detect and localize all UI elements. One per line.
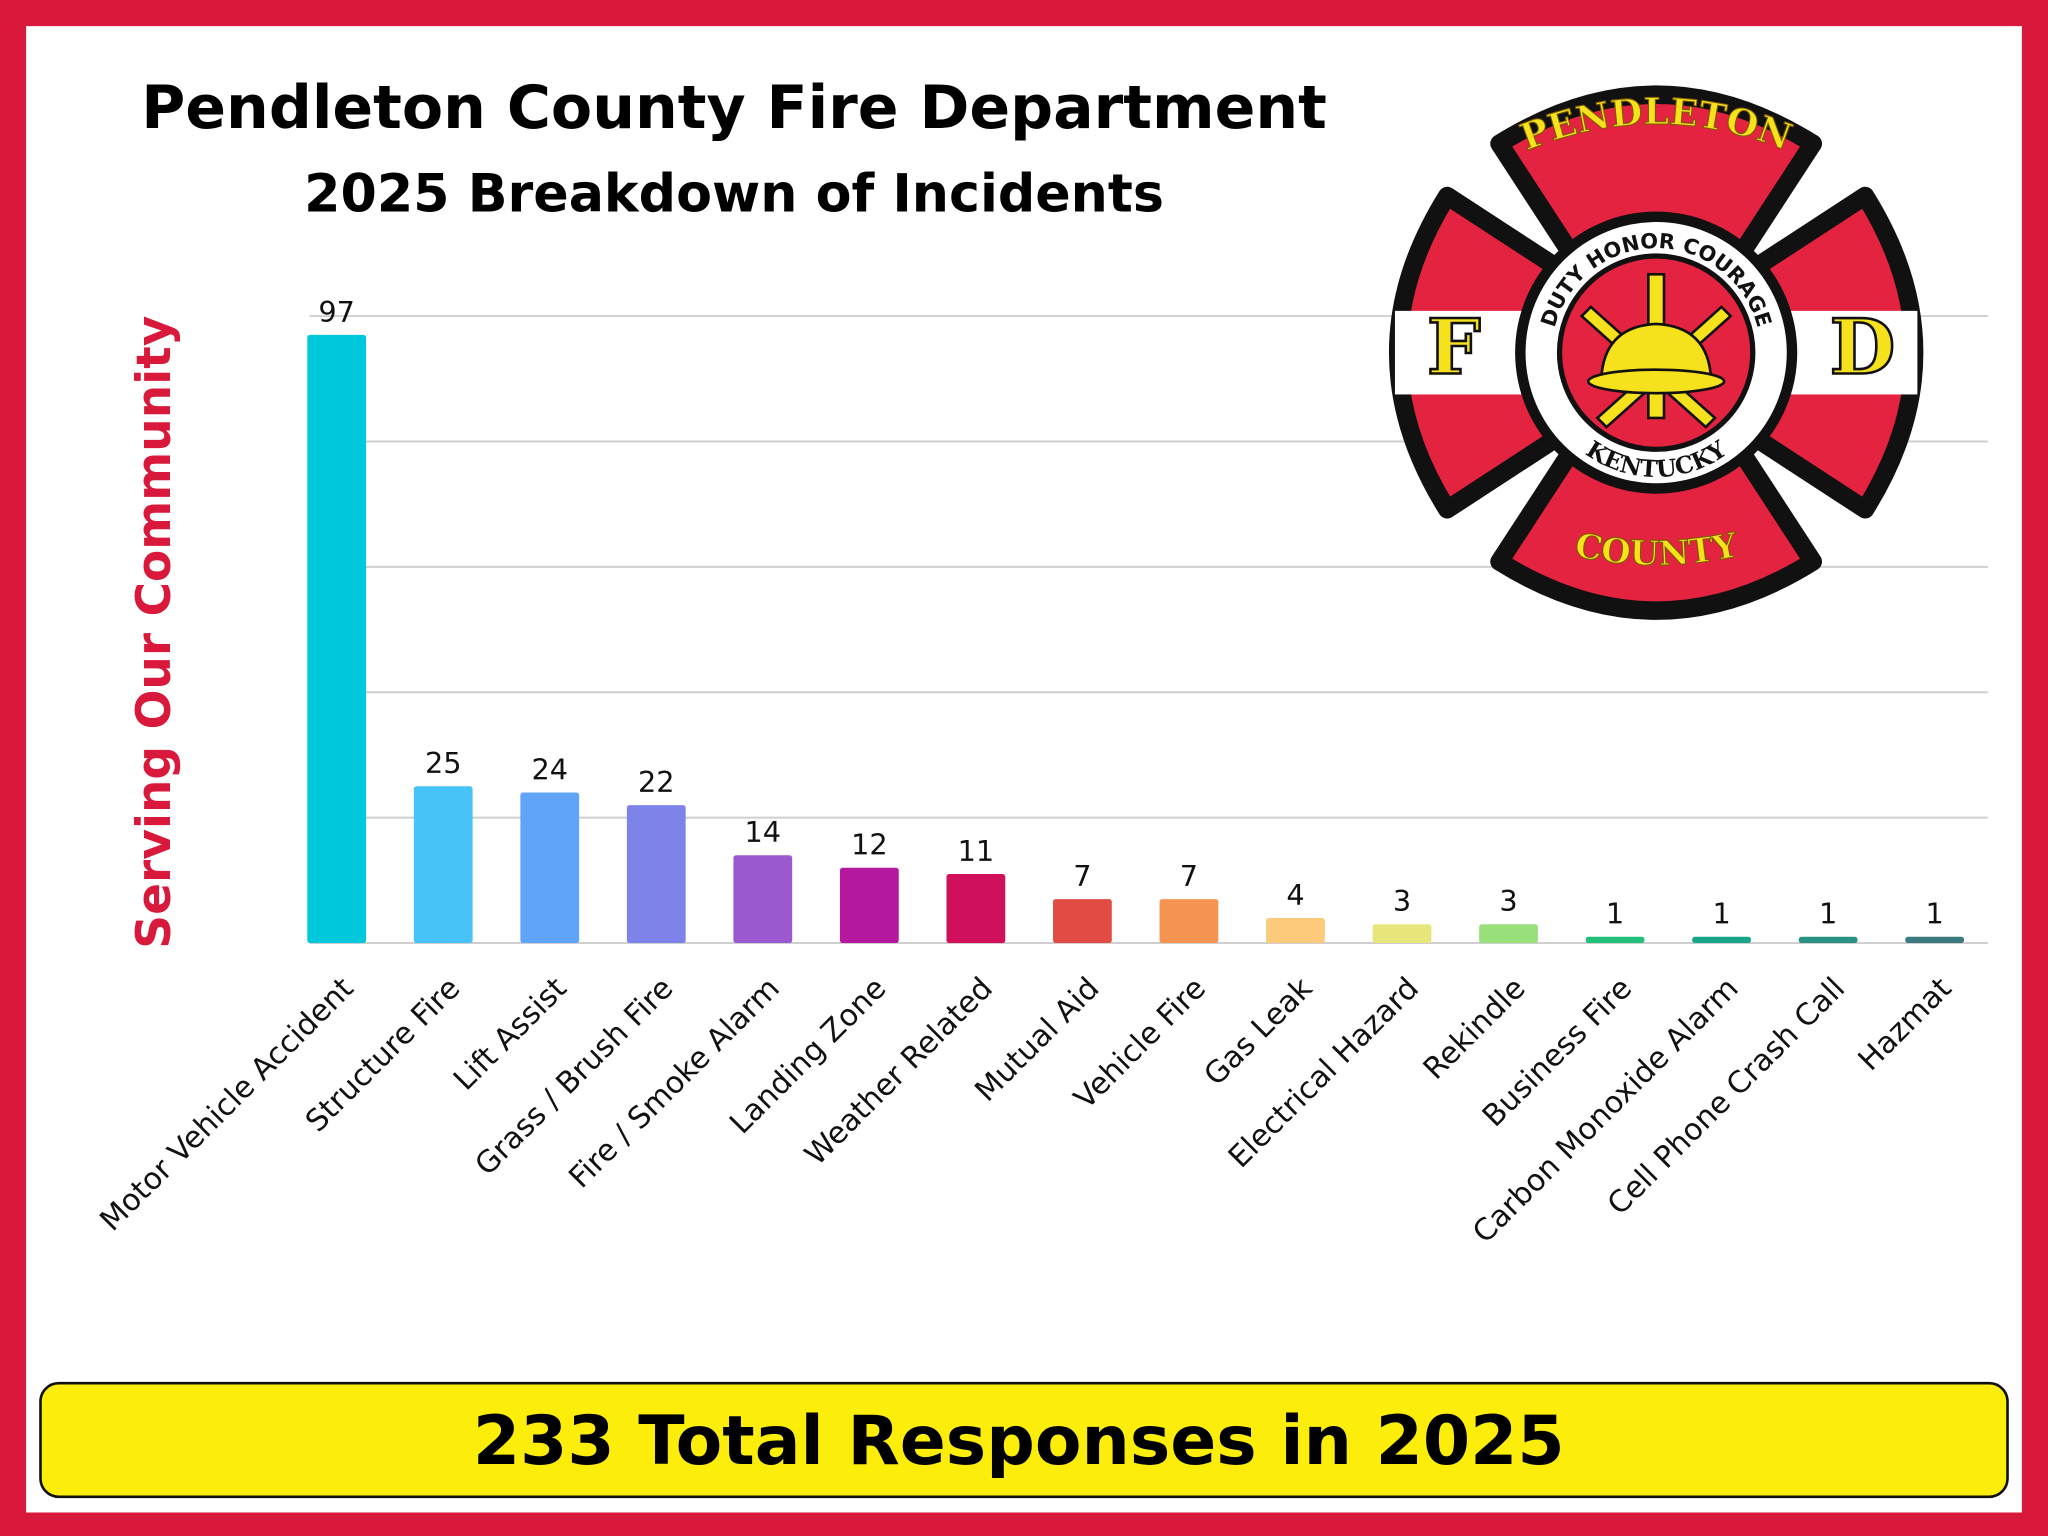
- bar: [1798, 936, 1858, 944]
- logo-letter: F: [1427, 303, 1481, 392]
- bar: [1692, 936, 1751, 944]
- bar: [626, 805, 686, 944]
- bar: [520, 792, 580, 944]
- value-label: 3: [1393, 884, 1411, 918]
- logo-letter: D: [1830, 303, 1896, 392]
- footer-text: 233 Total Responses in 2025: [473, 1402, 1565, 1481]
- value-label: 12: [851, 828, 888, 862]
- bar: [1905, 936, 1965, 944]
- value-label: 1: [1712, 897, 1730, 931]
- logo-emblem: [1579, 272, 1733, 429]
- bar: [413, 786, 473, 944]
- bar: [946, 874, 1006, 944]
- bar: [1266, 917, 1325, 944]
- value-label: 7: [1073, 859, 1091, 893]
- value-label: 4: [1286, 878, 1304, 912]
- footer-box: [39, 1381, 2009, 1499]
- value-label: 24: [531, 752, 568, 786]
- side-label: Serving Our Community: [127, 316, 182, 949]
- bar: [733, 855, 793, 944]
- value-label: 14: [745, 815, 782, 849]
- value-label: 22: [638, 765, 675, 799]
- value-label: 97: [318, 295, 355, 329]
- value-label: 25: [425, 746, 462, 780]
- bar: [307, 334, 367, 944]
- bar: [1053, 899, 1112, 944]
- chart-subtitle: 2025 Breakdown of Incidents: [304, 165, 1164, 225]
- value-label: 1: [1926, 897, 1944, 931]
- chart-title: Pendleton County Fire Department: [141, 73, 1327, 143]
- value-label: 11: [958, 834, 995, 868]
- value-label: 1: [1819, 897, 1837, 931]
- value-label: 1: [1606, 897, 1624, 931]
- bar: [1159, 899, 1219, 944]
- bar: [1479, 924, 1538, 944]
- value-label: 3: [1499, 884, 1517, 918]
- bar: [1372, 924, 1432, 944]
- bar: [1585, 936, 1645, 944]
- bar: [839, 867, 899, 944]
- value-label: 7: [1180, 859, 1198, 893]
